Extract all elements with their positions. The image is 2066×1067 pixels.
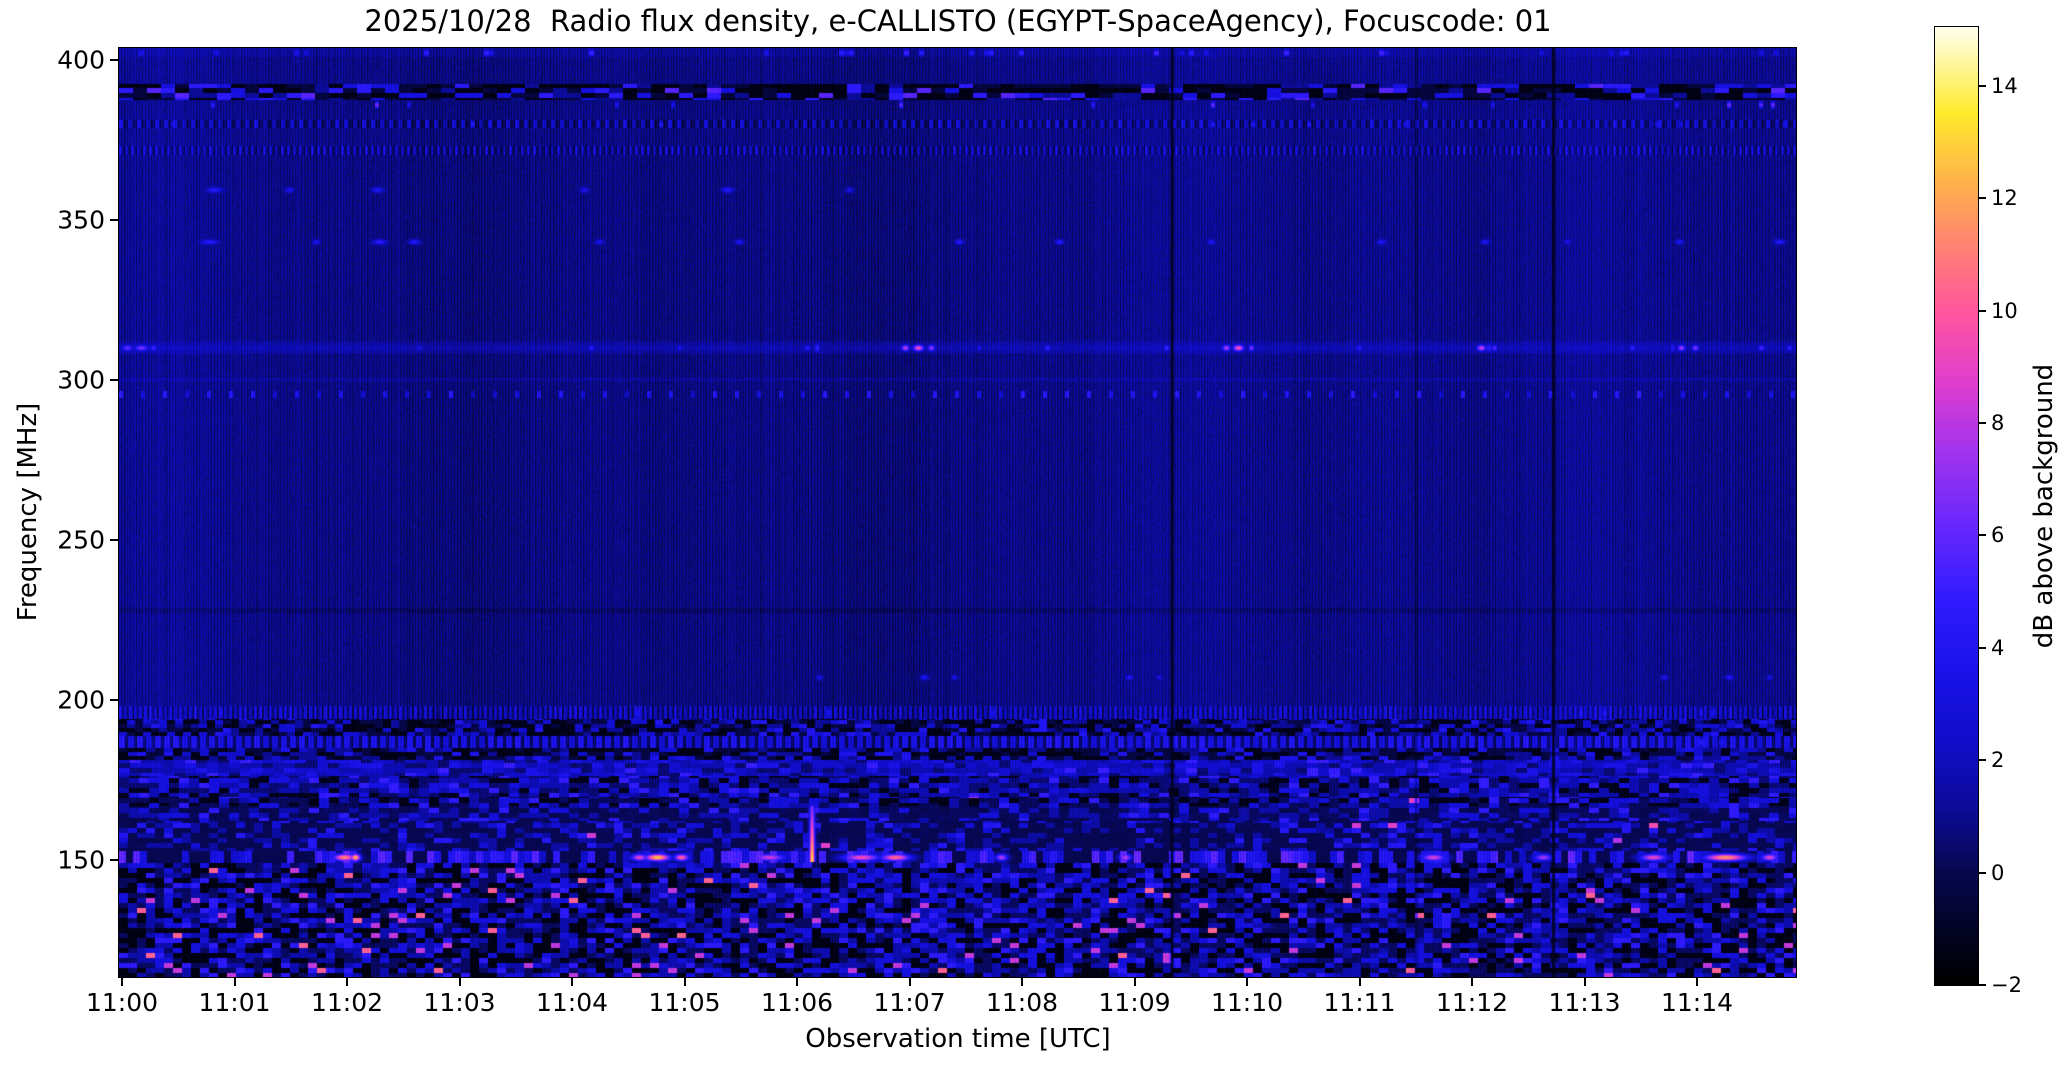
colorbar-tick-mark <box>1979 422 1986 425</box>
x-tick-mark <box>796 977 798 986</box>
colorbar-tick-label: 12 <box>1991 186 2018 211</box>
x-tick-label: 11:07 <box>873 988 946 1017</box>
colorbar-tick-label: 6 <box>1991 523 2005 548</box>
x-tick-label: 11:12 <box>1435 988 1509 1017</box>
x-tick-mark <box>1021 977 1023 986</box>
x-tick-label: 11:08 <box>985 988 1059 1017</box>
y-tick-label: 250 <box>57 525 105 555</box>
x-tick-label: 11:01 <box>198 988 271 1017</box>
x-tick-label: 11:11 <box>1323 988 1396 1017</box>
colorbar-tick-label: 14 <box>1991 73 2018 98</box>
colorbar-tick-label: 8 <box>1991 411 2005 436</box>
y-tick-label: 400 <box>57 45 105 75</box>
y-tick-label: 200 <box>57 685 105 715</box>
y-tick-mark <box>110 59 119 61</box>
colorbar-tick-mark <box>1979 984 1986 986</box>
colorbar-tick-mark <box>1979 646 1986 649</box>
x-tick-mark <box>571 977 573 986</box>
x-tick-mark <box>1583 977 1586 986</box>
colorbar-tick-mark <box>1979 871 1986 874</box>
colorbar-gradient <box>1935 27 1978 985</box>
x-tick-label: 11:10 <box>1210 988 1284 1017</box>
y-tick-mark <box>110 859 119 861</box>
colorbar-tick-label: 4 <box>1991 635 2005 660</box>
y-tick-label: 150 <box>57 845 105 875</box>
colorbar-tick-mark <box>1979 534 1986 537</box>
y-tick-label: 300 <box>57 365 105 395</box>
y-tick-label: 350 <box>57 205 105 235</box>
colorbar-tick-label: 0 <box>1991 860 2005 885</box>
colorbar-tick-label: −2 <box>1991 973 2022 997</box>
x-tick-label: 11:05 <box>648 988 721 1017</box>
x-tick-mark <box>1133 977 1136 986</box>
x-axis-label: Observation time [UTC] <box>805 1024 1111 1054</box>
x-tick-label: 11:04 <box>535 988 609 1017</box>
plot-title: 2025/10/28 Radio flux density, e-CALLIST… <box>364 4 1552 38</box>
y-axis-label: Frequency [MHz] <box>13 402 43 622</box>
colorbar-label: dB above background <box>2029 363 2059 649</box>
colorbar-tick-label: 2 <box>1991 748 2005 773</box>
x-tick-label: 11:14 <box>1660 988 1734 1017</box>
colorbar-tick-mark <box>1979 759 1986 762</box>
x-tick-label: 11:00 <box>85 988 159 1017</box>
x-tick-mark <box>458 977 461 986</box>
x-tick-mark <box>908 977 911 986</box>
x-tick-mark <box>683 977 686 986</box>
x-tick-mark <box>1358 977 1361 986</box>
colorbar-tick-mark <box>1979 84 1986 87</box>
x-tick-label: 11:13 <box>1548 988 1621 1017</box>
x-tick-mark <box>233 977 236 986</box>
y-tick-mark <box>110 699 119 701</box>
y-tick-mark <box>110 539 119 541</box>
x-tick-mark <box>121 977 123 986</box>
x-tick-mark <box>1471 977 1473 986</box>
spectrogram-heatmap <box>119 48 1796 977</box>
x-tick-label: 11:06 <box>760 988 834 1017</box>
x-tick-mark <box>1246 977 1248 986</box>
colorbar-tick-mark <box>1979 309 1986 312</box>
y-tick-mark <box>110 379 119 381</box>
x-tick-label: 11:02 <box>310 988 384 1017</box>
x-tick-label: 11:09 <box>1098 988 1171 1017</box>
x-tick-mark <box>346 977 348 986</box>
colorbar-tick-mark <box>1979 197 1986 200</box>
x-tick-mark <box>1696 977 1698 986</box>
y-tick-mark <box>110 219 119 221</box>
colorbar-tick-label: 10 <box>1991 298 2018 323</box>
x-tick-label: 11:03 <box>423 988 496 1017</box>
